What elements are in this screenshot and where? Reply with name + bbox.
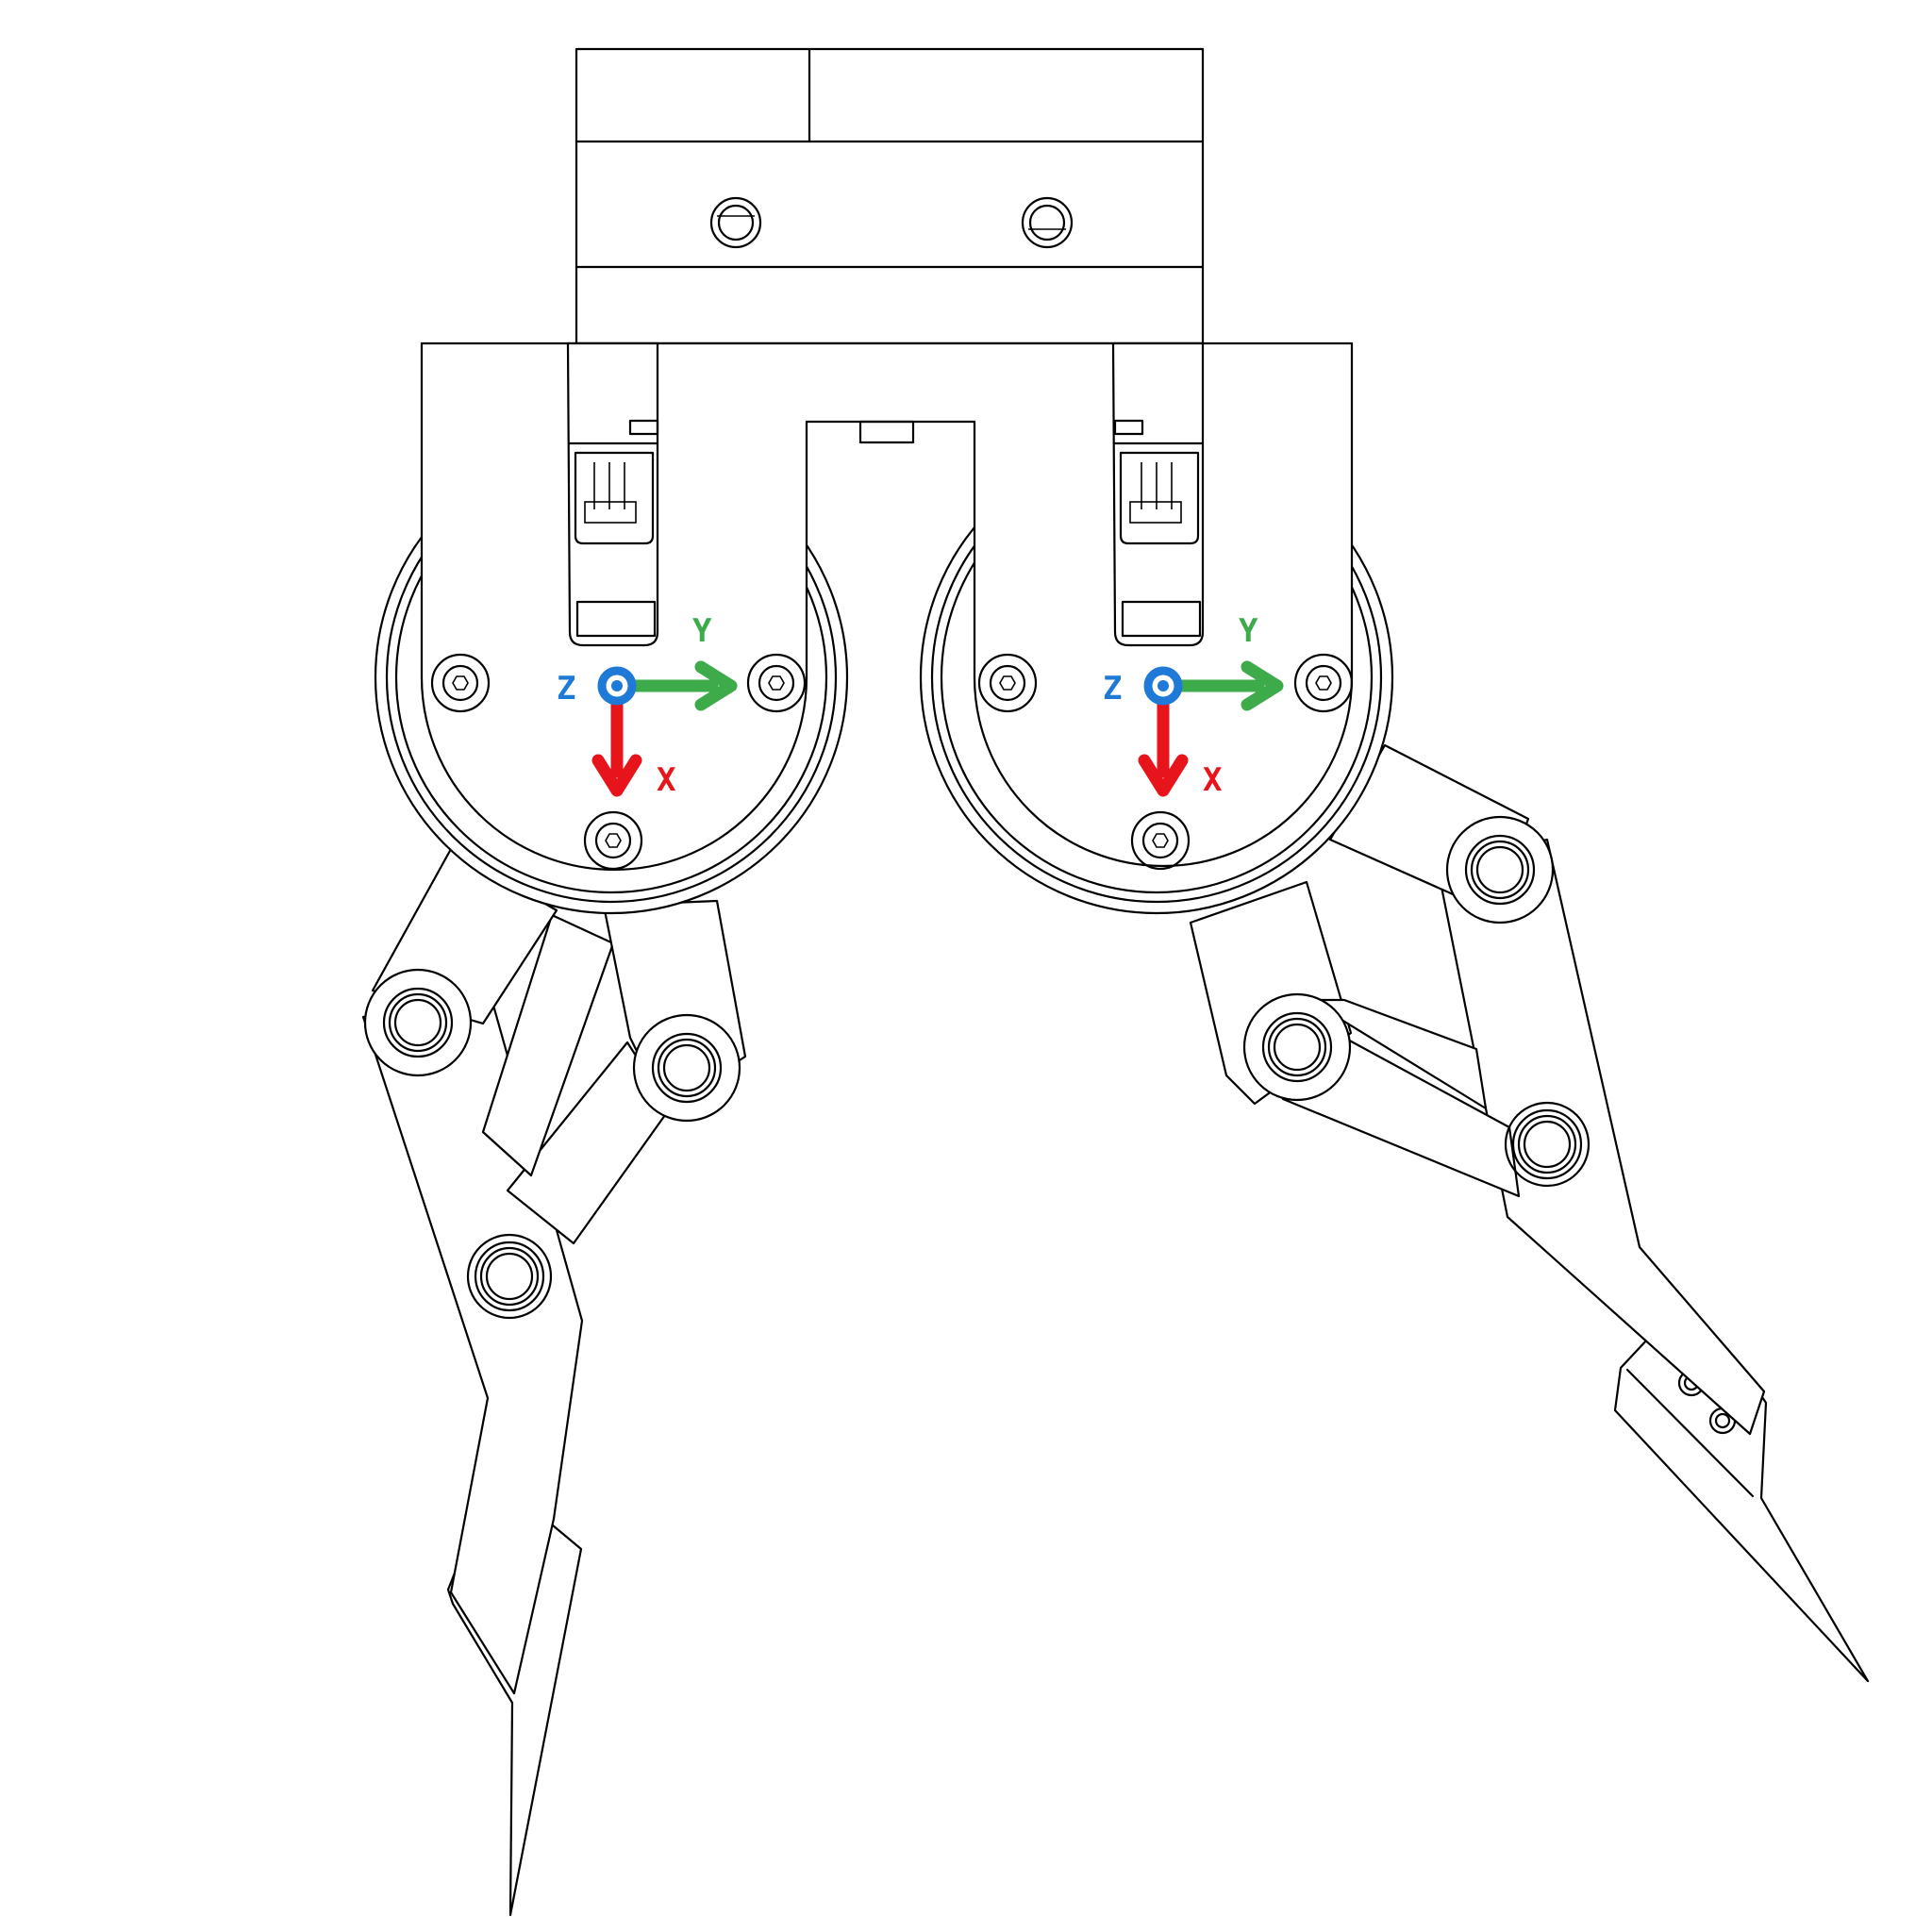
left-pin-2-icon [632,1013,741,1123]
left-pin-1-icon [363,968,473,1077]
left-coordinate-frame: X Y Z [557,612,738,799]
screw-icon [746,653,807,713]
right-servo-housing [1111,341,1205,647]
x-axis-label: X [657,761,676,799]
servo-bracket [420,341,1354,872]
left-finger-linkage [361,847,747,1917]
screw-icon [977,653,1038,713]
mount-screw-left-icon [709,196,762,249]
right-finger-linkage [1189,743,1870,1683]
right-coordinate-frame: X Y Z [1103,612,1284,799]
mount-screw-right-icon [1021,196,1074,249]
right-pin-1-icon [1445,815,1555,924]
right-pin-2-icon [1242,992,1352,1102]
left-pin-3-icon [466,1233,553,1320]
right-pin-3-icon [1504,1101,1591,1188]
z-axis-label: Z [1103,670,1122,708]
x-axis-label: X [1203,761,1223,799]
y-axis-label: Y [692,612,712,650]
screw-icon [430,653,491,713]
z-axis-label: Z [557,670,575,708]
screw-icon [583,810,643,871]
left-servo-housing [566,341,659,647]
screw-icon [1130,810,1191,871]
screw-icon [1293,653,1354,713]
y-axis-label: Y [1239,612,1258,650]
bracket-screws [430,653,1354,871]
mount-block [575,47,1205,345]
